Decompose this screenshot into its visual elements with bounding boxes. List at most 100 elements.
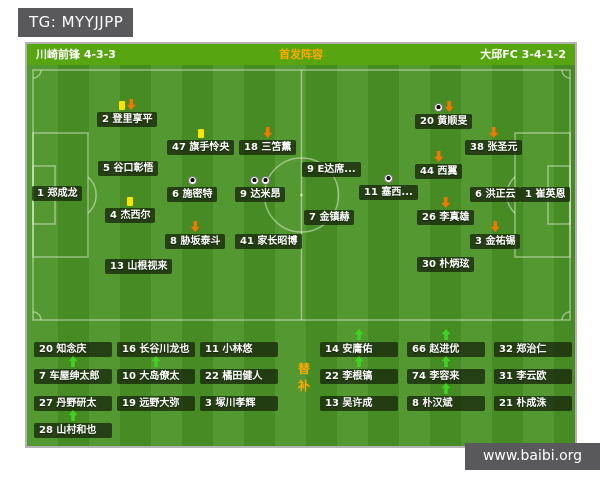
starter-5: 5 谷口彰悟	[98, 146, 159, 176]
starter-7: 7 金镇赫	[304, 195, 355, 225]
player-chip: 38 张圣元	[465, 140, 523, 155]
player-chip: 6 施密特	[167, 187, 218, 202]
substitute-13: 13 吴许成	[320, 381, 398, 411]
sub-in-icon	[68, 410, 78, 421]
goal-ball-icon	[261, 176, 271, 185]
sub-off-icon	[489, 127, 499, 138]
substitute-28: 28 山村和也	[34, 408, 112, 438]
player-status-icons	[490, 219, 500, 234]
player-chip: 20 知念庆	[34, 342, 112, 357]
player-status-icons	[383, 170, 393, 185]
player-chip: 41 家长昭博	[235, 234, 303, 249]
goal-ball-icon	[383, 174, 393, 183]
player-chip: 14 安庸佑	[320, 342, 398, 357]
starter-9: 9 E达席...	[302, 147, 361, 177]
player-chip: 66 赵进优	[407, 342, 485, 357]
starter-9: 9 达米昂	[235, 172, 286, 202]
corner-arc	[561, 311, 571, 321]
lineup-panel: 川崎前锋 4-3-3 首发阵容 大邱FC 3-4-1-2 1 郑成龙 2 登里享平…	[25, 42, 577, 448]
player-chip: 44 西翼	[415, 164, 463, 179]
substitute-32: 32 郑治仁	[494, 327, 572, 357]
substitute-16: 16 长谷川龙也	[117, 327, 195, 357]
starter-2: 2 登里享平	[97, 97, 158, 127]
sub-off-icon	[263, 127, 273, 138]
player-status-icons	[187, 172, 197, 187]
player-chip: 22 李根镐	[320, 369, 398, 384]
player-chip: 6 洪正云	[470, 187, 521, 202]
starter-30: 30 朴炳玹	[417, 242, 475, 272]
player-status-icons	[190, 219, 200, 234]
player-chip: 11 小林悠	[200, 342, 278, 357]
player-status-icons	[434, 149, 444, 164]
player-chip: 20 黄顺旻	[415, 114, 473, 129]
substitute-19: 19 远野大弥	[117, 381, 195, 411]
player-chip: 31 李云欧	[494, 369, 572, 384]
player-chip: 26 李真雄	[417, 210, 475, 225]
sub-off-icon	[434, 151, 444, 162]
watermark: www.baibi.org	[465, 443, 600, 470]
player-chip: 16 长谷川龙也	[117, 342, 195, 357]
substitute-31: 31 李云欧	[494, 354, 572, 384]
player-status-icons	[433, 99, 454, 114]
starter-41: 41 家长昭博	[235, 219, 303, 249]
player-chip: 7 车屋绅太郎	[34, 369, 112, 384]
player-status-icons	[441, 354, 451, 369]
corner-arc	[32, 69, 42, 79]
goal-ball-icon	[187, 176, 197, 185]
starter-18: 18 三笘薰	[239, 125, 297, 155]
starter-6: 6 洪正云	[470, 172, 521, 202]
sub-in-icon	[441, 383, 451, 394]
player-status-icons	[68, 354, 78, 369]
sub-off-icon	[444, 101, 454, 112]
player-chip: 7 金镇赫	[304, 210, 355, 225]
player-status-icons	[441, 327, 451, 342]
substitute-22: 22 李根镐	[320, 354, 398, 384]
goal-ball-icon	[433, 103, 443, 112]
substitute-66: 66 赵进优	[407, 327, 485, 357]
substitute-27: 27 丹野研太	[34, 381, 112, 411]
substitute-22: 22 橘田健人	[200, 354, 278, 384]
home-team-label: 川崎前锋 4-3-3	[36, 48, 116, 61]
left-penalty-arc	[87, 176, 97, 214]
player-chip: 4 杰西尔	[105, 208, 156, 223]
starter-6: 6 施密特	[167, 172, 218, 202]
player-status-icons	[127, 193, 134, 208]
substitute-8: 8 朴汉斌	[407, 381, 485, 411]
player-chip: 47 旗手怜央	[167, 140, 235, 155]
corner-arc	[32, 311, 42, 321]
starter-4: 4 杰西尔	[105, 193, 156, 223]
player-chip: 13 山根视来	[105, 259, 173, 274]
player-chip: 8 朴汉斌	[407, 396, 485, 411]
substitute-21: 21 朴成洙	[494, 381, 572, 411]
player-chip: 27 丹野研太	[34, 396, 112, 411]
header-bar: 川崎前锋 4-3-3 首发阵容 大邱FC 3-4-1-2	[27, 44, 575, 65]
yellow-card-icon	[197, 129, 204, 138]
player-chip: 11 塞西...	[359, 185, 418, 200]
substitute-7: 7 车屋绅太郎	[34, 354, 112, 384]
substitute-20: 20 知念庆	[34, 327, 112, 357]
player-chip: 30 朴炳玹	[417, 257, 475, 272]
substitute-3: 3 塚川孝辉	[200, 381, 278, 411]
player-status-icons	[263, 125, 273, 140]
starter-8: 8 胁坂泰斗	[165, 219, 226, 249]
player-chip: 3 塚川孝辉	[200, 396, 278, 411]
starter-26: 26 李真雄	[417, 195, 475, 225]
substitutes-label: 替补	[297, 362, 310, 393]
player-chip: 2 登里享平	[97, 112, 158, 127]
player-chip: 1 崔英恩	[520, 187, 571, 202]
player-status-icons	[151, 354, 161, 369]
player-status-icons	[441, 381, 451, 396]
substitute-14: 14 安庸佑	[320, 327, 398, 357]
player-status-icons	[68, 408, 78, 423]
substitute-10: 10 大岛僚太	[117, 354, 195, 384]
starter-3: 3 金祐锡	[470, 219, 521, 249]
player-status-icons	[441, 195, 451, 210]
player-chip: 8 胁坂泰斗	[165, 234, 226, 249]
player-chip: 22 橘田健人	[200, 369, 278, 384]
away-team-label: 大邱FC 3-4-1-2	[480, 48, 566, 61]
starter-13: 13 山根视来	[105, 244, 173, 274]
starter-1: 1 郑成龙	[32, 171, 83, 201]
sub-off-icon	[126, 99, 136, 110]
player-chip: 13 吴许成	[320, 396, 398, 411]
player-chip: 1 郑成龙	[32, 186, 83, 201]
